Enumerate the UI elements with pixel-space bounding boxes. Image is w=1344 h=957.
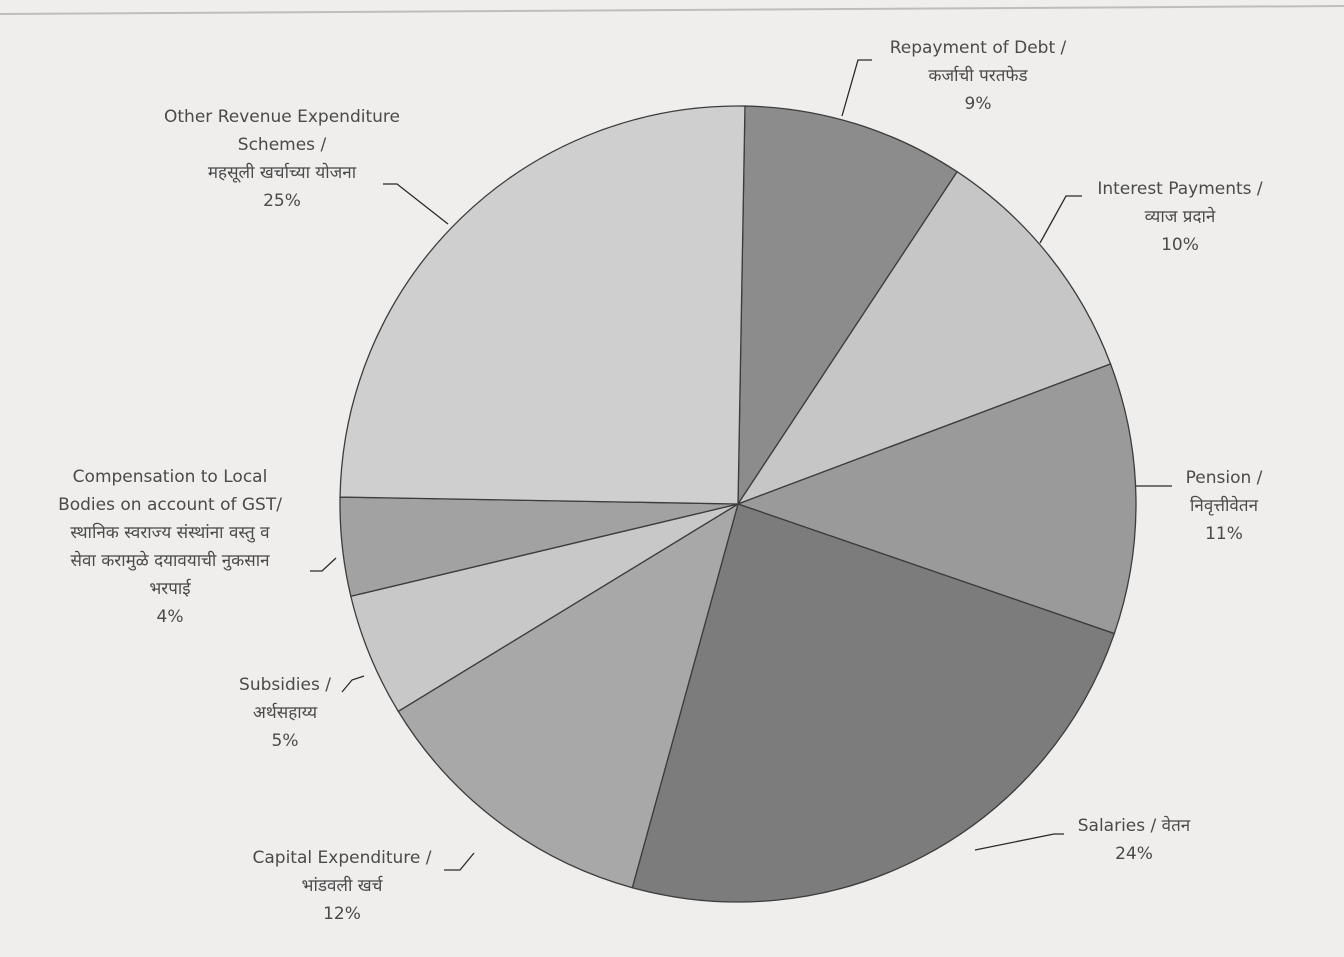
slice-labels: Repayment of Debt / कर्जाची परतफेड 9% Inter…	[58, 38, 1263, 924]
slice-label-0: Repayment of Debt / कर्जाची परतफेड 9%	[890, 38, 1067, 114]
scan-top-edge	[0, 5, 1344, 15]
slice-label-line: भरपाई	[149, 578, 191, 599]
slice-label-line: Compensation to Local	[73, 467, 268, 487]
slice-label-line: Interest Payments /	[1097, 179, 1263, 199]
slice-label-line: Capital Expenditure /	[253, 848, 432, 868]
pie-slices	[339, 105, 1137, 903]
slice-label-line: Repayment of Debt /	[890, 38, 1067, 58]
leader-line-4	[444, 852, 475, 871]
slice-label-line: 25%	[263, 191, 301, 211]
slice-label-line: Bodies on account of GST/	[58, 495, 282, 515]
slice-label-5: Subsidies / अर्थसहाय्य 5%	[239, 675, 331, 751]
slice-label-3: Salaries / वेतन 24%	[1078, 815, 1191, 864]
pie-slice-1	[736, 170, 1112, 506]
slice-label-line: 10%	[1161, 235, 1199, 255]
slice-label-1: Interest Payments / व्याज प्रदाने 10%	[1097, 179, 1263, 255]
slice-label-line: स्थानिक स्वराज्य संस्थांना वस्तु व	[70, 522, 270, 543]
pie-slice-4	[397, 502, 740, 889]
pie-slice-7	[339, 105, 746, 505]
leader-line-7	[383, 183, 449, 225]
pie-slice-0	[737, 105, 958, 507]
label-leader-lines	[310, 59, 1172, 871]
slice-label-line: Pension /	[1186, 468, 1263, 488]
slice-label-line: 12%	[323, 904, 361, 924]
slice-label-line: व्याज प्रदाने	[1145, 206, 1216, 227]
leader-line-3	[974, 833, 1064, 851]
leader-line-1	[1039, 195, 1082, 244]
slice-label-line: Subsidies /	[239, 675, 331, 695]
slice-label-line: सेवा करामुळे दयावयाची नुकसान	[70, 550, 270, 571]
slice-label-line: Other Revenue Expenditure	[164, 107, 400, 127]
leader-line-6	[310, 557, 337, 572]
slice-label-line: अर्थसहाय्य	[253, 702, 318, 723]
pie-slice-2	[736, 363, 1137, 635]
slice-label-2: Pension / निवृत्तीवेतन 11%	[1186, 468, 1263, 544]
slice-label-6: Compensation to Local Bodies on account o…	[58, 467, 282, 627]
slice-label-line: कर्जाची परतफेड	[928, 65, 1028, 86]
slice-label-line: Salaries / वेतन	[1078, 815, 1191, 836]
leader-line-0	[841, 59, 872, 117]
leader-line-5	[341, 675, 365, 693]
slice-label-line: Schemes /	[238, 135, 327, 155]
slice-label-line: निवृत्तीवेतन	[1190, 495, 1259, 516]
slice-label-line: 5%	[272, 731, 299, 751]
slice-label-line: महसूली खर्चाच्या योजना	[208, 162, 357, 183]
slice-label-7: Other Revenue Expenditure Schemes / महसूली…	[164, 107, 400, 211]
slice-label-line: 9%	[965, 94, 992, 114]
slice-label-line: 11%	[1205, 524, 1243, 544]
slice-label-line: भांडवली खर्च	[302, 875, 384, 896]
slice-label-line: 24%	[1115, 844, 1153, 864]
pie-slice-3	[631, 503, 1116, 903]
slice-label-4: Capital Expenditure / भांडवली खर्च 12%	[253, 848, 432, 924]
slice-label-line: 4%	[157, 607, 184, 627]
